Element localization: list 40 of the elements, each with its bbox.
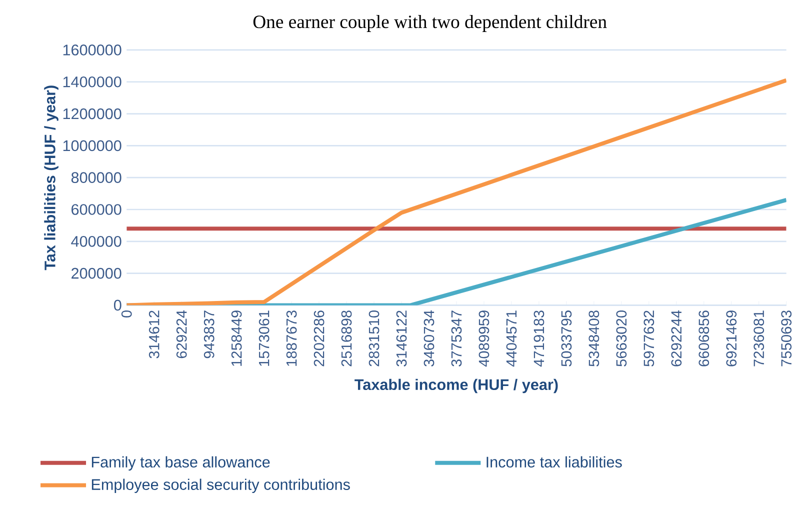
y-tick-label: 400000 <box>71 236 122 247</box>
x-tick-label: 2831510 <box>368 310 380 366</box>
x-tick-label: 6606856 <box>698 310 710 366</box>
y-tick-label: 800000 <box>71 172 122 183</box>
x-axis-title: Taxable income (HUF / year) <box>354 378 558 393</box>
y-tick-label: 1400000 <box>63 76 122 88</box>
y-tick-label: 0 <box>114 300 122 310</box>
x-tick-label: 5663020 <box>616 310 627 366</box>
x-tick-label: 6292244 <box>671 310 682 366</box>
x-tick-label: 629224 <box>176 310 187 358</box>
y-tick-label: 1200000 <box>63 108 122 119</box>
legend-label: Income tax liabilities <box>486 456 622 468</box>
y-tick-label: 600000 <box>72 204 122 215</box>
x-tick-label: 5348408 <box>588 310 600 366</box>
y-tick-label: 1000000 <box>63 140 122 151</box>
x-tick-label: 4404571 <box>506 310 517 366</box>
x-tick-label: 3460734 <box>424 310 434 366</box>
x-tick-label: 0 <box>121 310 132 318</box>
legend-label: Family tax base allowance <box>92 456 270 470</box>
x-tick-label: 5033795 <box>561 310 572 366</box>
x-tick-label: 3775347 <box>451 310 462 366</box>
x-tick-label: 7236081 <box>754 310 764 366</box>
y-tick-label: 200000 <box>72 268 122 279</box>
x-tick-label: 1573061 <box>258 310 270 366</box>
y-axis-title: Tax liabilities (HUF / year) <box>44 85 58 270</box>
chart-title: One earner couple with two dependent children <box>253 14 607 32</box>
x-tick-label: 5977632 <box>644 310 654 366</box>
y-tick-label: 1600000 <box>63 44 122 56</box>
x-tick-label: 1258449 <box>231 310 242 366</box>
x-tick-label: 314612 <box>148 310 160 358</box>
legend-label: Employee social security contributions <box>92 478 350 493</box>
x-tick-label: 7550693 <box>781 310 792 366</box>
x-tick-label: 2202286 <box>314 310 324 366</box>
x-tick-label: 6921469 <box>726 310 737 366</box>
x-tick-label: 4089959 <box>478 310 490 366</box>
x-tick-label: 4719183 <box>534 310 544 366</box>
x-tick-label: 1887673 <box>286 310 297 366</box>
x-tick-label: 943837 <box>204 310 214 358</box>
x-tick-label: 3146122 <box>396 310 407 366</box>
x-tick-label: 2516898 <box>341 310 352 366</box>
